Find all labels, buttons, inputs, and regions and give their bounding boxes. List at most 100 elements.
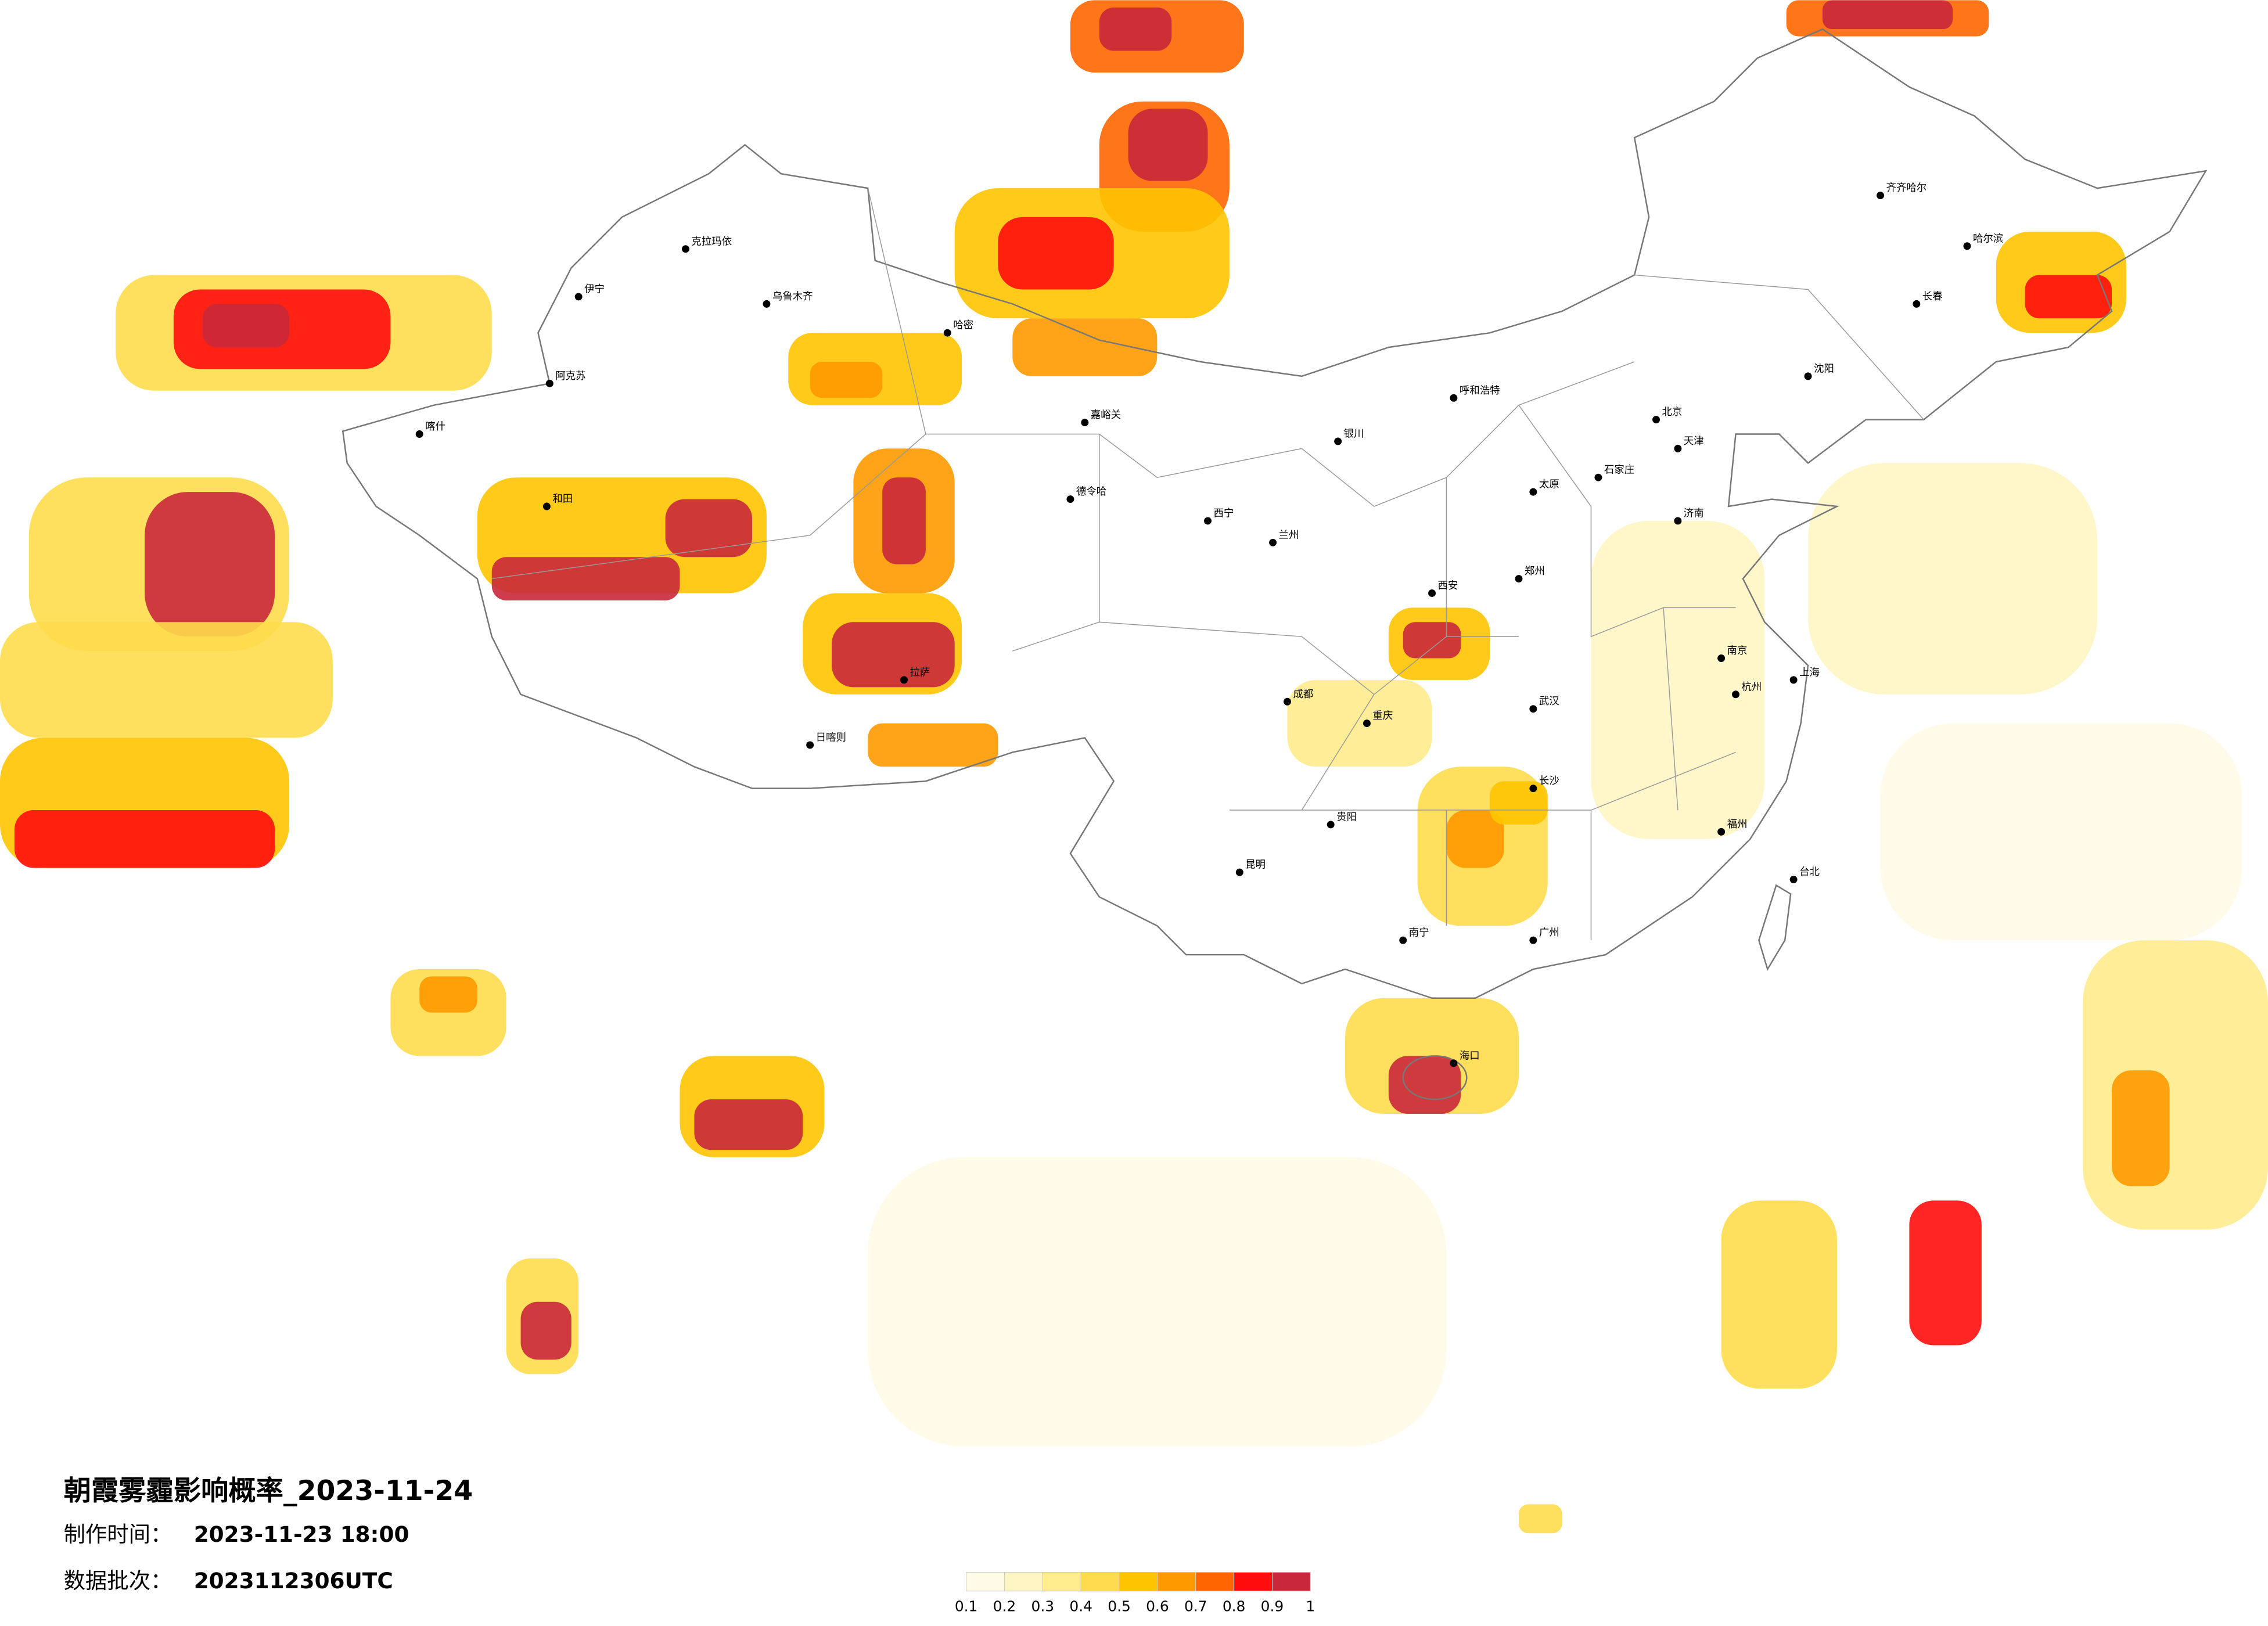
legend-tick-label: 0.2	[993, 1598, 1016, 1615]
heat-cell	[1012, 318, 1158, 376]
city-label: 乌鲁木齐	[772, 291, 813, 303]
city-label: 和田	[552, 494, 573, 505]
taiwan-outline	[1758, 884, 1792, 972]
heat-cell	[1909, 1200, 1982, 1346]
city-label: 银川	[1344, 428, 1364, 440]
title: 朝霞雾霾影响概率_2023-11-24	[64, 1475, 473, 1507]
city-dot	[1963, 242, 1971, 250]
city-dot	[1804, 372, 1812, 380]
heat-cell	[665, 499, 753, 557]
city-dot	[1717, 828, 1726, 836]
city-label: 克拉玛依	[691, 236, 732, 247]
city-dot	[900, 676, 908, 684]
city-label: 重庆	[1372, 710, 1393, 722]
legend-swatch	[1195, 1571, 1235, 1592]
legend-tick-label: 0.6	[1146, 1598, 1169, 1615]
city-label: 天津	[1684, 436, 1704, 447]
city-label: 德令哈	[1076, 486, 1106, 498]
city-dot	[1789, 676, 1798, 684]
heat-cell	[0, 622, 333, 738]
heat-cell	[1591, 520, 1765, 839]
heat-cell	[868, 723, 998, 767]
city-dot	[1674, 517, 1682, 525]
heat-cell	[2083, 940, 2268, 1230]
city-label: 伊宁	[584, 283, 605, 295]
city-label: 石家庄	[1604, 465, 1634, 476]
legend-swatch	[1042, 1571, 1081, 1592]
heat-cell	[694, 1099, 803, 1150]
legend-tick-label: 0.9	[1261, 1598, 1284, 1615]
heat-cell	[1388, 1056, 1461, 1114]
city-label: 广州	[1539, 927, 1559, 939]
heat-cell	[831, 622, 955, 688]
city-label: 南京	[1727, 645, 1748, 657]
city-dot	[1066, 495, 1074, 503]
city-label: 兰州	[1279, 530, 1299, 541]
heat-cell	[1099, 7, 1172, 51]
made-label: 制作时间：	[64, 1521, 172, 1547]
made-value: 2023-11-23 18:00	[194, 1521, 409, 1547]
legend-swatch	[1157, 1571, 1196, 1592]
city-label: 哈尔滨	[1973, 233, 2003, 244]
city-dot	[1450, 1059, 1458, 1067]
heat-cell	[145, 492, 275, 637]
heat-cell	[1518, 1504, 1562, 1534]
city-dot	[545, 379, 553, 387]
city-dot	[1529, 936, 1537, 944]
city-dot	[1334, 437, 1342, 445]
city-dot	[1515, 575, 1523, 583]
city-dot	[943, 329, 951, 337]
city-dot	[1284, 697, 1291, 706]
city-dot	[1789, 876, 1798, 884]
heat-cell	[491, 557, 680, 600]
city-label: 太原	[1539, 479, 1559, 491]
city-label: 嘉峪关	[1091, 409, 1121, 421]
city-label: 成都	[1293, 689, 1313, 700]
heat-cell	[202, 304, 290, 348]
legend-swatch	[1271, 1571, 1311, 1592]
city-dot	[1913, 300, 1921, 308]
legend-tick-label: 0.4	[1069, 1598, 1092, 1615]
city-dot	[1450, 394, 1458, 402]
city-dot	[1529, 705, 1537, 713]
heat-cell	[419, 976, 477, 1013]
city-dot	[1428, 589, 1436, 597]
city-dot	[681, 245, 689, 253]
heat-cell	[14, 810, 275, 868]
city-dot	[1529, 488, 1537, 496]
legend-swatch	[966, 1571, 1005, 1592]
city-dot	[542, 502, 551, 510]
city-label: 北京	[1662, 406, 1683, 418]
city-label: 郑州	[1525, 566, 1545, 577]
heat-cell	[1128, 109, 1208, 181]
heat-cell	[1490, 781, 1548, 825]
heat-cell	[1721, 1200, 1837, 1389]
city-label: 武汉	[1539, 696, 1559, 707]
heat-cell	[2112, 1070, 2170, 1186]
city-dot	[806, 741, 814, 749]
city-label: 沈阳	[1814, 363, 1834, 375]
city-label: 呼和浩特	[1460, 385, 1500, 397]
city-label: 长沙	[1539, 775, 1559, 787]
city-dot	[1399, 936, 1407, 944]
legend-tick-label: 0.3	[1031, 1598, 1055, 1615]
heat-cell	[998, 217, 1114, 290]
heat-cell	[1287, 679, 1432, 767]
city-dot	[763, 300, 771, 308]
heat-cell	[1808, 463, 2098, 695]
city-label: 日喀则	[816, 732, 846, 743]
city-label: 台北	[1799, 866, 1820, 878]
city-label: 哈密	[953, 320, 973, 332]
city-dot	[1529, 785, 1537, 793]
city-dot	[574, 293, 583, 301]
heat-cell	[868, 1157, 1447, 1447]
heat-layer	[0, 0, 2268, 1534]
heat-cell	[2025, 275, 2112, 319]
city-dot	[1717, 654, 1726, 662]
city-dot	[1327, 821, 1335, 829]
hainan-outline	[1402, 1055, 1468, 1100]
city-label: 福州	[1727, 819, 1748, 830]
city-dot	[1594, 473, 1602, 481]
legend-swatch	[1080, 1571, 1120, 1592]
province-borders	[491, 188, 1924, 941]
